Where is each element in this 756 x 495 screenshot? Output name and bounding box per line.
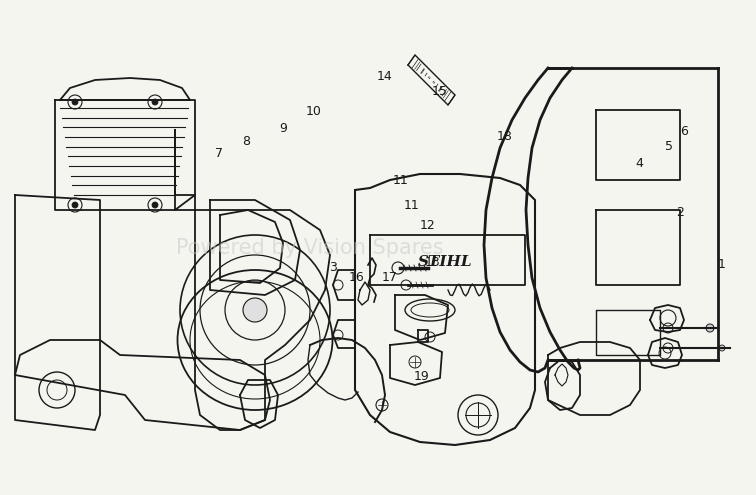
- Circle shape: [706, 324, 714, 332]
- Text: 15: 15: [432, 85, 448, 98]
- Text: 3: 3: [329, 261, 336, 274]
- Text: 13: 13: [425, 256, 440, 269]
- Text: 9: 9: [280, 122, 287, 135]
- Text: 6: 6: [680, 125, 688, 138]
- Text: Powered by Vision Spares: Powered by Vision Spares: [176, 238, 444, 257]
- Text: 1: 1: [718, 258, 726, 271]
- Text: 17: 17: [382, 271, 397, 284]
- Text: 12: 12: [420, 219, 435, 232]
- Circle shape: [72, 99, 78, 105]
- Circle shape: [152, 202, 158, 208]
- Circle shape: [719, 345, 725, 351]
- Text: STIHL: STIHL: [417, 255, 472, 269]
- Text: 10: 10: [306, 105, 321, 118]
- Text: 2: 2: [677, 206, 684, 219]
- Text: 5: 5: [665, 140, 673, 152]
- Text: 14: 14: [376, 70, 392, 83]
- Circle shape: [72, 202, 78, 208]
- Circle shape: [152, 99, 158, 105]
- Text: 7: 7: [215, 147, 223, 160]
- Text: 18: 18: [497, 130, 513, 143]
- Text: 19: 19: [414, 370, 429, 383]
- Text: 4: 4: [635, 157, 643, 170]
- Circle shape: [243, 298, 267, 322]
- Text: 11: 11: [393, 174, 408, 187]
- Text: 11: 11: [404, 199, 420, 212]
- Text: 8: 8: [242, 135, 249, 148]
- Text: 16: 16: [349, 271, 364, 284]
